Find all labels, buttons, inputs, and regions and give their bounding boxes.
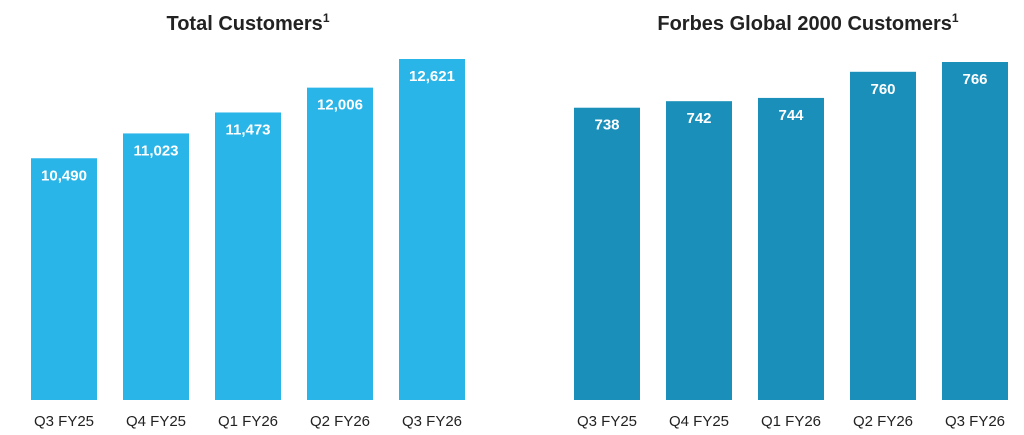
data-label-q2-fy26: 12,006 (317, 97, 363, 114)
bar-group-forbes-global-2000: 738 Q3 FY25 742 Q4 FY25 744 Q1 FY26 760 Q2 FY26… (574, 62, 1008, 430)
bar-q2-fy26 (850, 71, 916, 400)
chart-total-customers: Total Customers1 10,490 Q3 FY25 11,023 Q4 F… (31, 11, 465, 430)
data-label-q2-fy26: 760 (870, 81, 895, 98)
data-label-q4-fy25: 11,023 (133, 142, 178, 159)
data-label-q3-fy26: 766 (962, 71, 987, 88)
x-tick-label-q2-fy26: Q2 FY26 (853, 413, 913, 430)
data-label-q1-fy26: 11,473 (225, 121, 270, 138)
data-label-q1-fy26: 744 (778, 107, 804, 124)
bar-group-total-customers: 10,490 Q3 FY25 11,023 Q4 FY25 11,473 Q1 FY26 1… (31, 59, 465, 430)
chart-title-total-customers: Total Customers1 (166, 11, 329, 35)
x-tick-label-q1-fy26: Q1 FY26 (761, 413, 821, 430)
x-tick-label-q4-fy25: Q4 FY25 (126, 413, 186, 430)
chart-forbes-global-2000-customers: Forbes Global 2000 Customers1 738 Q3 FY25… (574, 11, 1008, 430)
x-tick-label-q3-fy25: Q3 FY25 (34, 413, 94, 430)
x-tick-label-q3-fy25: Q3 FY25 (577, 413, 637, 430)
chart-title-forbes-global-2000: Forbes Global 2000 Customers1 (657, 11, 959, 35)
bar-q3-fy25 (574, 107, 640, 400)
x-tick-label-q2-fy26: Q2 FY26 (310, 413, 370, 430)
data-label-q3-fy26: 12,621 (409, 68, 455, 85)
x-tick-label-q1-fy26: Q1 FY26 (218, 413, 278, 430)
data-label-q3-fy25: 10,490 (41, 167, 87, 184)
bar-q1-fy26 (758, 97, 824, 401)
bar-q3-fy26 (399, 59, 465, 400)
x-tick-label-q3-fy26: Q3 FY26 (945, 413, 1005, 430)
x-tick-label-q3-fy26: Q3 FY26 (402, 413, 462, 430)
bar-q2-fy26 (307, 87, 373, 400)
bar-q4-fy25 (123, 133, 189, 400)
x-tick-label-q4-fy25: Q4 FY25 (669, 413, 729, 430)
bar-q3-fy26 (942, 62, 1008, 400)
data-label-q4-fy25: 742 (686, 110, 711, 127)
bar-q1-fy26 (215, 112, 281, 401)
bar-q4-fy25 (666, 101, 732, 400)
bar-q3-fy25 (31, 158, 97, 400)
data-label-q3-fy25: 738 (594, 117, 619, 134)
